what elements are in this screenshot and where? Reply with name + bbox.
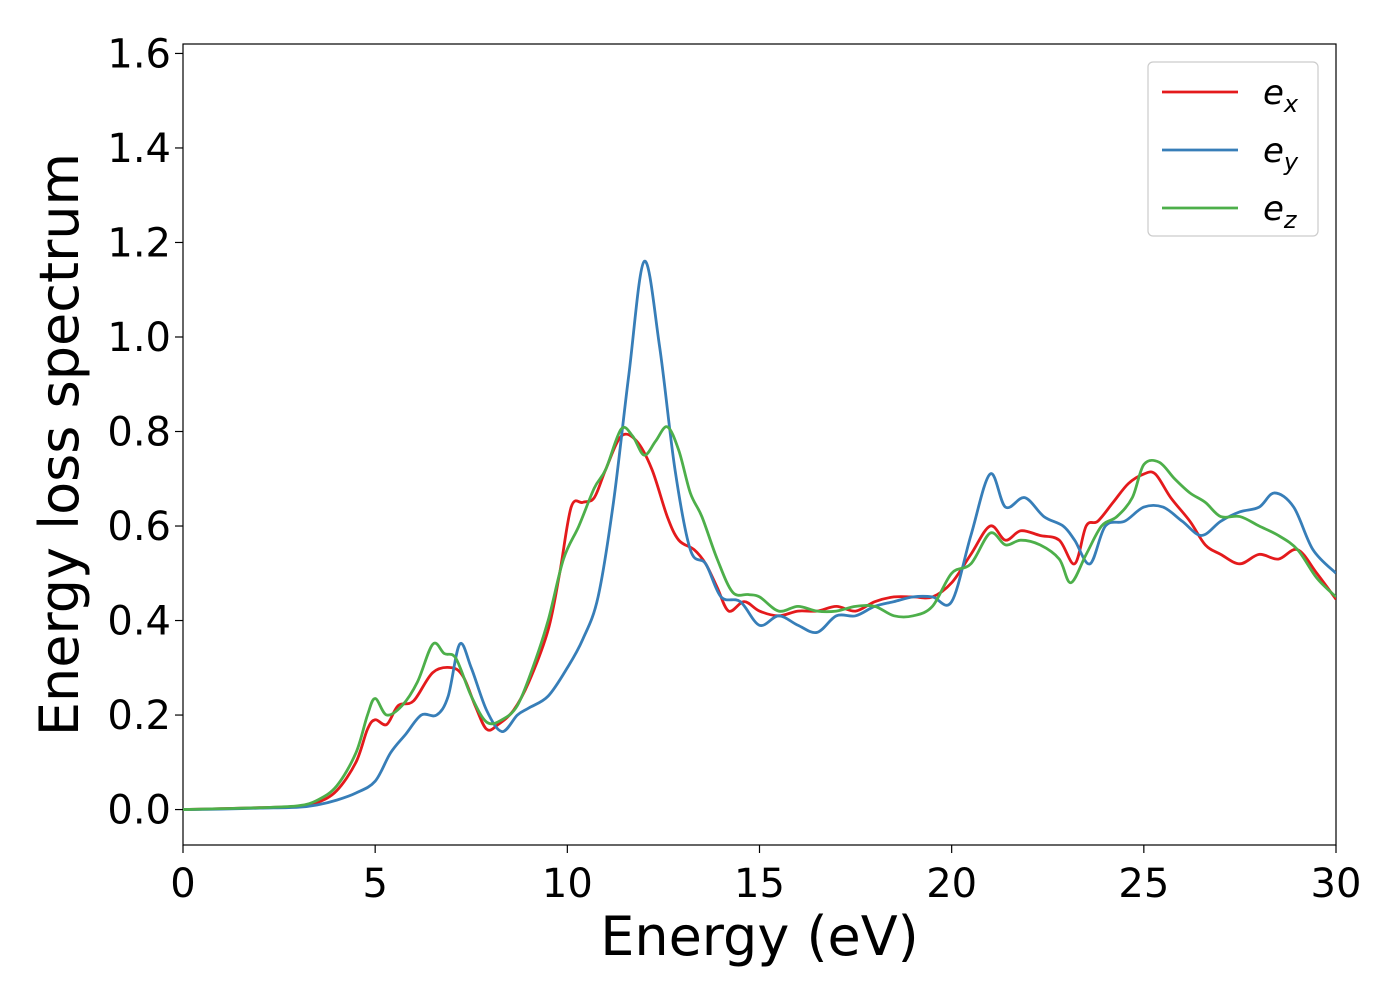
x-tick-label: 20 xyxy=(926,861,977,907)
x-tick-label: 10 xyxy=(542,861,593,907)
y-tick-label: 1.4 xyxy=(107,126,171,172)
y-tick-label: 0.2 xyxy=(107,693,171,739)
x-tick-label: 30 xyxy=(1311,861,1362,907)
y-tick-label: 0.0 xyxy=(107,788,171,834)
y-tick-label: 1.0 xyxy=(107,315,171,361)
y-tick-label: 0.8 xyxy=(107,410,171,456)
series-line-x xyxy=(183,432,1336,811)
legend-label-y: ey xyxy=(1263,131,1299,176)
legend-label-x: ex xyxy=(1263,73,1299,118)
series-line-z xyxy=(183,425,1336,811)
x-tick-label: 0 xyxy=(170,861,195,907)
x-tick-label: 5 xyxy=(362,861,387,907)
x-axis-title: Energy (eV) xyxy=(600,905,919,968)
y-tick-label: 0.4 xyxy=(107,599,171,645)
y-tick-label: 1.2 xyxy=(107,220,171,266)
x-axis: 0 5 10 15 20 25 30 xyxy=(170,845,1361,907)
series-line-y xyxy=(183,259,1336,811)
y-axis-title: Energy loss spectrum xyxy=(28,153,91,736)
y-tick-label: 1.6 xyxy=(107,31,171,77)
y-tick-label: 0.6 xyxy=(107,504,171,550)
legend-label-z: ez xyxy=(1263,189,1298,234)
y-axis: 0.0 0.2 0.4 0.6 0.8 1.0 1.2 1.4 1.6 xyxy=(107,31,183,834)
series-layer xyxy=(183,259,1336,811)
x-tick-label: 25 xyxy=(1118,861,1169,907)
x-tick-label: 15 xyxy=(734,861,785,907)
legend: ex ey ez xyxy=(1147,61,1319,237)
